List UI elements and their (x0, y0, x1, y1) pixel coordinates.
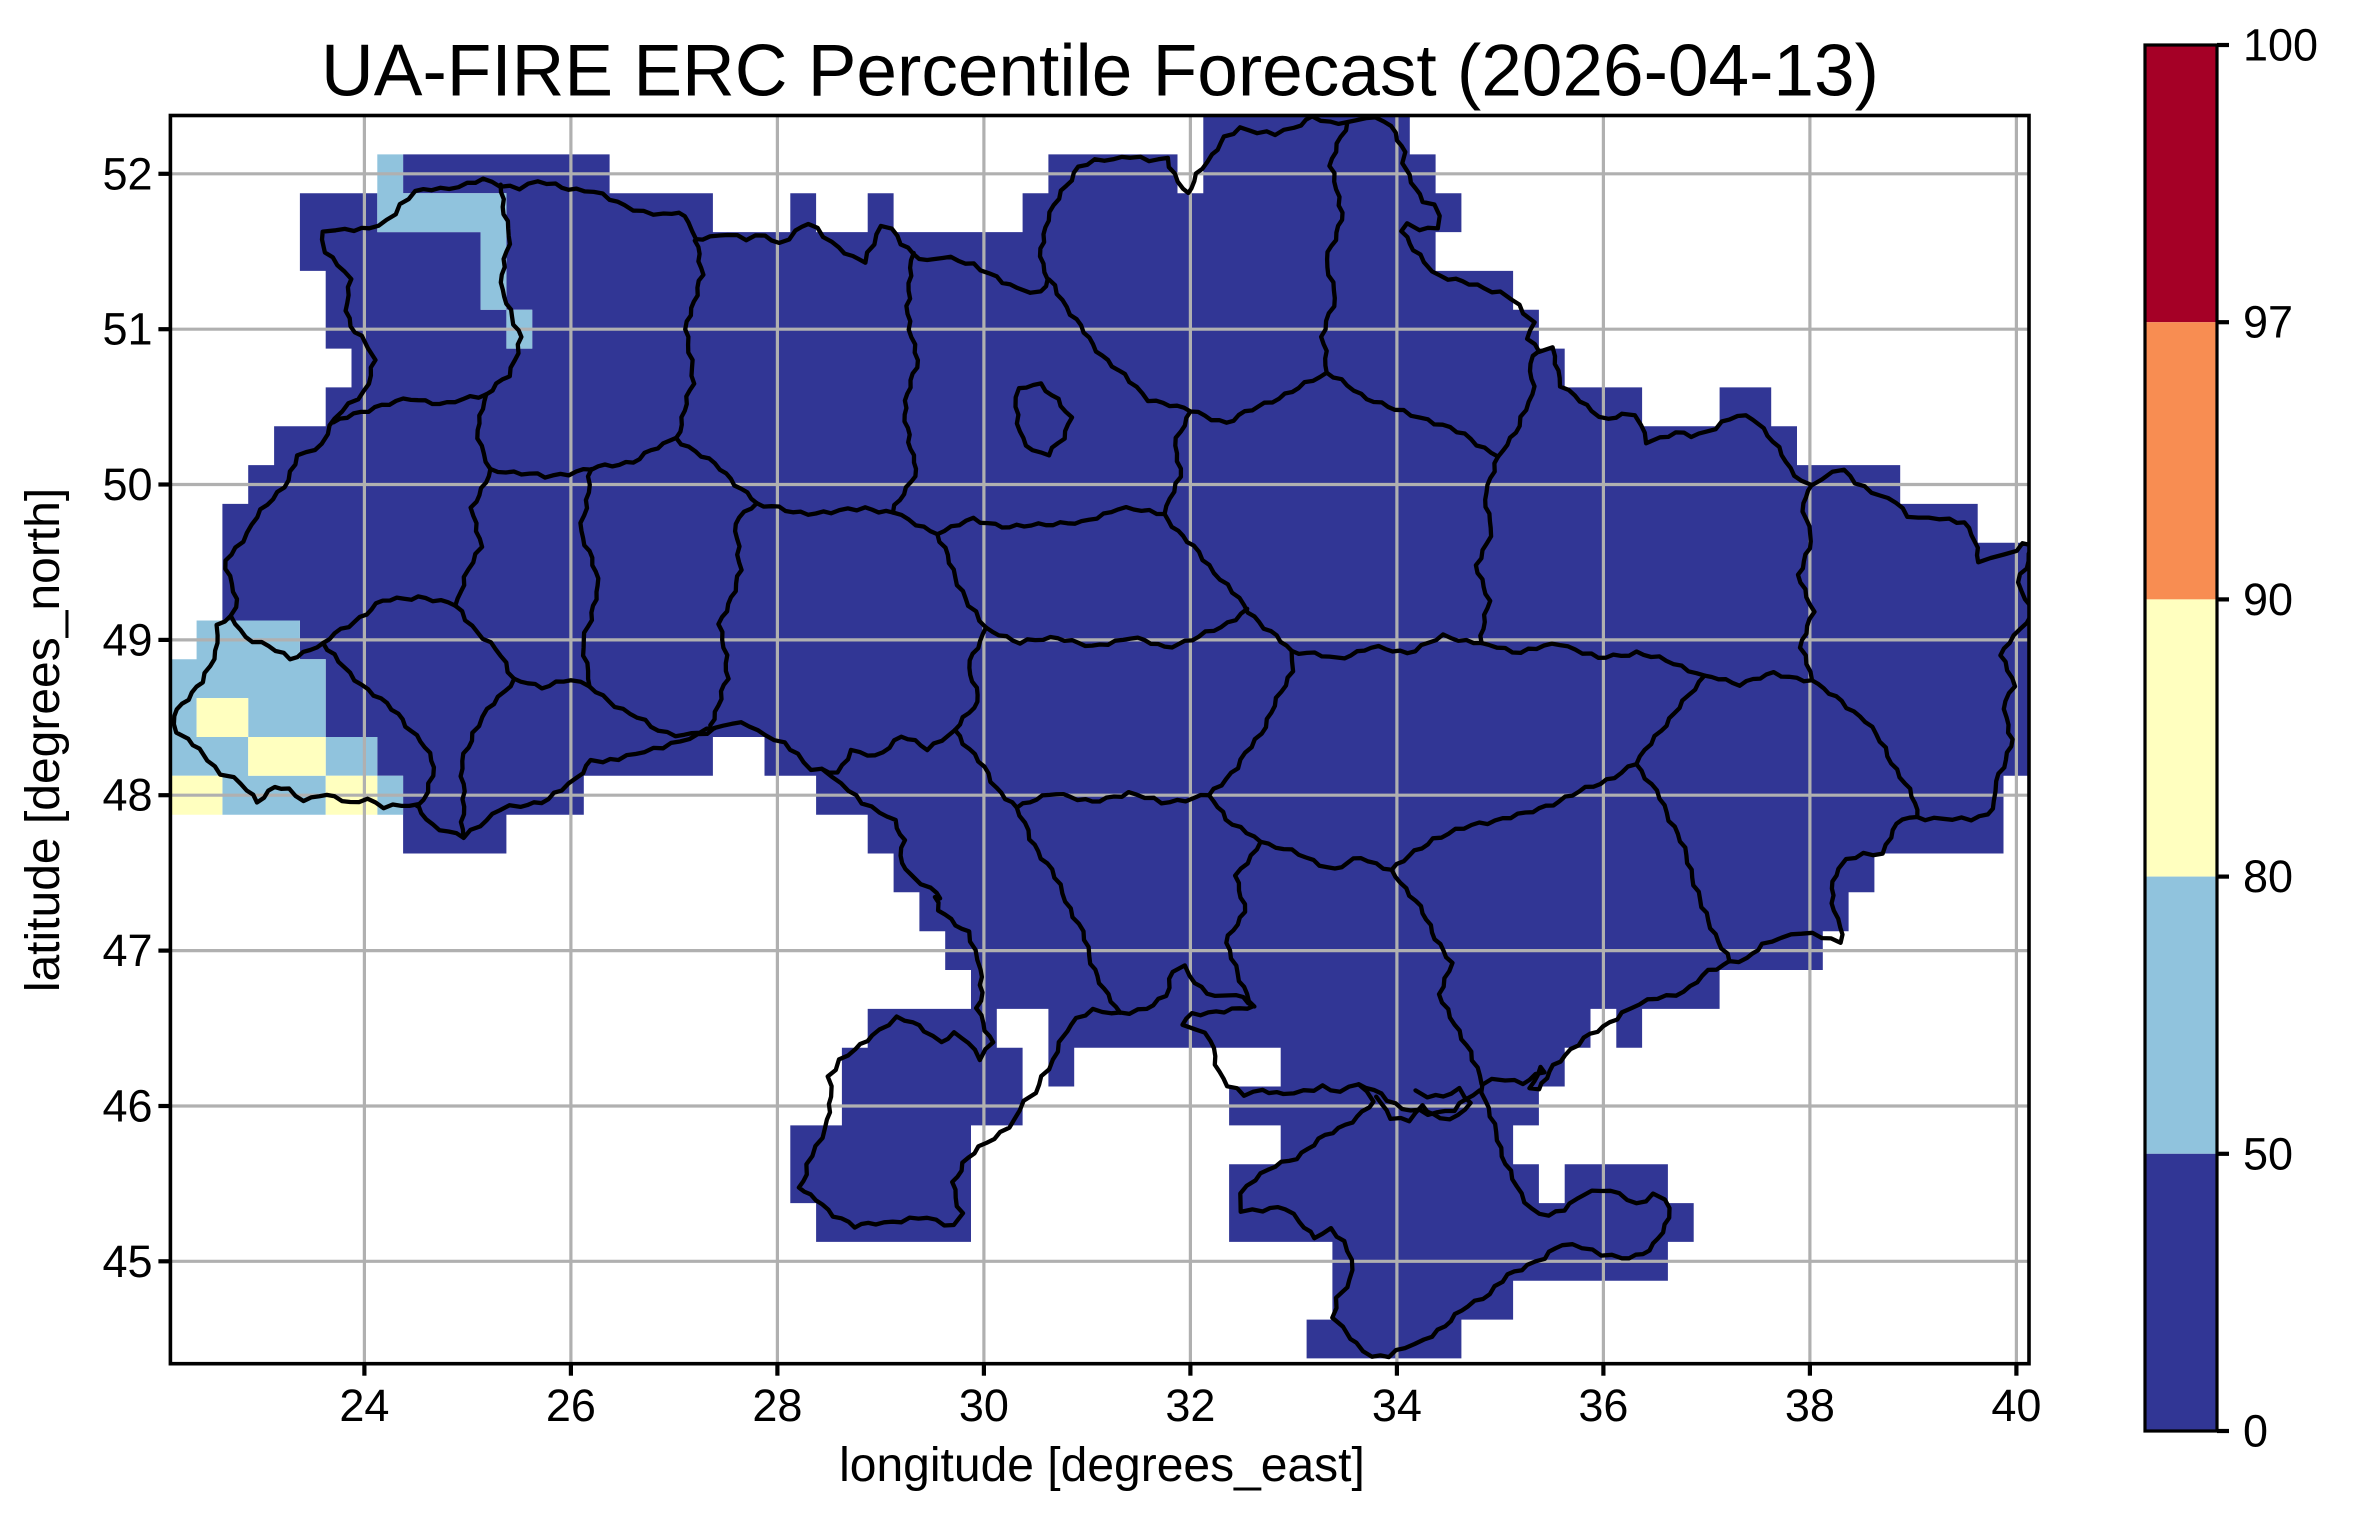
svg-text:47: 47 (102, 925, 152, 976)
svg-text:97: 97 (2243, 297, 2293, 348)
svg-text:50: 50 (102, 459, 152, 510)
svg-text:0: 0 (2243, 1406, 2268, 1457)
svg-text:45: 45 (102, 1236, 152, 1287)
svg-text:46: 46 (102, 1081, 152, 1132)
svg-text:latitude [degrees_north]: latitude [degrees_north] (17, 488, 70, 992)
svg-text:52: 52 (102, 148, 152, 199)
svg-text:51: 51 (102, 304, 152, 355)
svg-text:UA-FIRE ERC Percentile Forecas: UA-FIRE ERC Percentile Forecast (2026-04… (321, 31, 1879, 112)
svg-text:90: 90 (2243, 574, 2293, 625)
svg-text:36: 36 (1578, 1380, 1628, 1431)
svg-text:34: 34 (1372, 1380, 1422, 1431)
svg-text:48: 48 (102, 770, 152, 821)
svg-text:longitude [degrees_east]: longitude [degrees_east] (839, 1439, 1365, 1492)
svg-text:30: 30 (959, 1380, 1009, 1431)
svg-text:80: 80 (2243, 851, 2293, 902)
svg-text:32: 32 (1165, 1380, 1215, 1431)
svg-text:49: 49 (102, 614, 152, 665)
svg-text:26: 26 (546, 1380, 596, 1431)
svg-text:100: 100 (2243, 20, 2318, 71)
svg-text:40: 40 (1991, 1380, 2041, 1431)
svg-text:24: 24 (339, 1380, 389, 1431)
svg-text:38: 38 (1785, 1380, 1835, 1431)
svg-text:50: 50 (2243, 1128, 2293, 1179)
svg-text:28: 28 (752, 1380, 802, 1431)
